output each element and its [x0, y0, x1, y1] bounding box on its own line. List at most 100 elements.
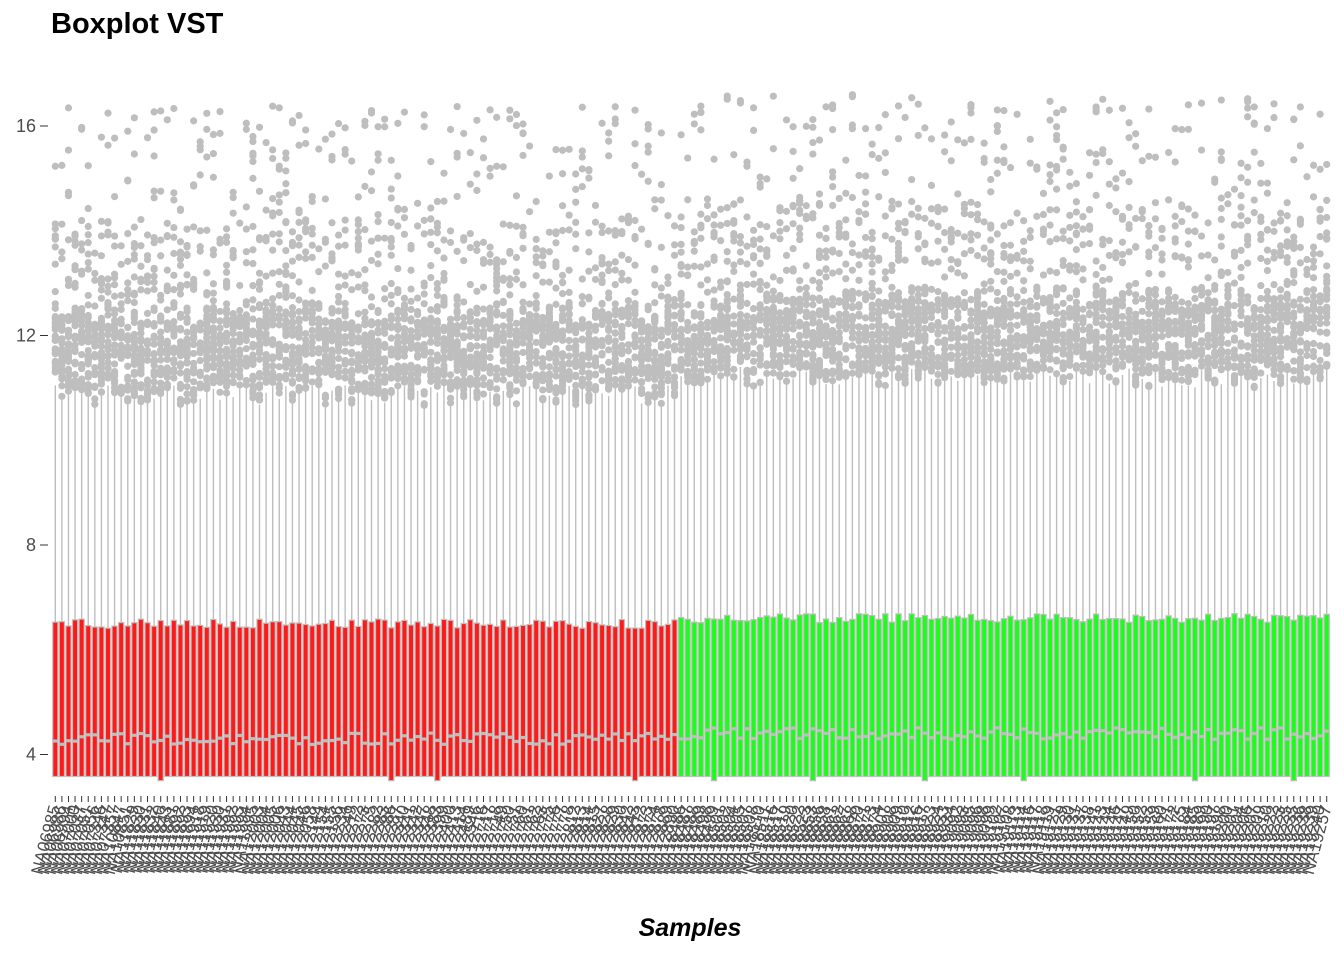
outlier-point: [78, 350, 86, 359]
outlier-point: [802, 212, 810, 220]
outlier-point: [71, 266, 79, 274]
outlier-point: [908, 287, 916, 296]
outlier-point: [1053, 303, 1061, 311]
outlier-point: [387, 300, 395, 308]
outlier-point: [624, 303, 633, 311]
outlier-point: [1020, 341, 1028, 349]
outlier-point: [670, 380, 679, 388]
outlier-point: [295, 372, 303, 381]
outlier-point: [433, 291, 441, 300]
outlier-point: [809, 310, 817, 318]
outlier-point: [460, 332, 468, 340]
outlier-point: [104, 288, 112, 296]
outlier-point: [585, 391, 593, 399]
outlier-point: [723, 257, 731, 265]
outlier-point: [269, 369, 277, 377]
outlier-point: [947, 299, 955, 307]
outlier-point: [1046, 345, 1054, 353]
outlier-point: [348, 396, 356, 405]
outlier-point: [941, 228, 949, 237]
outlier-point: [1053, 185, 1061, 193]
outlier-point: [1072, 246, 1080, 254]
outlier-point: [664, 273, 672, 281]
outlier-point: [651, 281, 659, 289]
outlier-point: [756, 235, 764, 243]
outlier-point: [288, 378, 297, 387]
outlier-point: [684, 359, 692, 368]
outlier-point: [407, 266, 415, 274]
outlier-point: [993, 348, 1001, 356]
outlier-point: [282, 262, 290, 270]
outlier-point: [460, 236, 468, 244]
outlier-point: [104, 345, 112, 353]
outlier-point: [170, 286, 178, 294]
outlier-point: [71, 283, 79, 291]
outlier-point: [262, 314, 270, 323]
outlier-point: [815, 335, 824, 343]
outlier-point: [196, 247, 204, 255]
outlier-point: [1020, 306, 1028, 314]
outlier-point: [308, 368, 316, 376]
outlier-point: [1085, 361, 1094, 370]
outlier-point: [262, 378, 270, 386]
outlier-point: [532, 235, 540, 243]
outlier-point: [97, 133, 106, 141]
outlier-point: [980, 300, 988, 308]
outlier-point: [1013, 293, 1021, 301]
outlier-point: [855, 261, 863, 269]
outlier-point: [572, 245, 580, 253]
outlier-point: [881, 111, 889, 119]
outlier-point: [973, 338, 982, 346]
outlier-point: [64, 368, 73, 376]
outlier-point: [499, 298, 507, 307]
outlier-point: [1013, 209, 1021, 217]
outlier-point: [618, 309, 626, 317]
outlier-point: [815, 284, 824, 292]
outlier-point: [677, 365, 685, 374]
outlier-point: [730, 261, 738, 269]
outlier-point: [321, 394, 329, 402]
outlier-point: [506, 354, 514, 362]
outlier-point: [209, 333, 217, 342]
outlier-point: [367, 318, 376, 326]
outlier-point: [209, 246, 217, 254]
outlier-point: [97, 320, 106, 329]
outlier-point: [526, 300, 534, 308]
outlier-point: [328, 369, 336, 377]
outlier-point: [881, 168, 889, 177]
outlier-point: [249, 356, 257, 364]
outlier-point: [446, 320, 455, 328]
outlier-point: [288, 331, 297, 339]
outlier-point: [486, 384, 494, 392]
outlier-point: [552, 372, 560, 380]
outlier-point: [446, 227, 455, 235]
outlier-point: [255, 334, 264, 342]
outlier-point: [848, 294, 856, 302]
outlier-point: [710, 364, 718, 372]
outlier-point: [275, 321, 283, 329]
outlier-point: [348, 319, 356, 327]
outlier-point: [1006, 340, 1015, 348]
outlier-point: [763, 281, 771, 289]
outlier-point: [519, 348, 527, 357]
outlier-point: [295, 253, 303, 261]
outlier-point: [815, 296, 824, 304]
outlier-point: [97, 368, 106, 377]
outlier-point: [881, 307, 889, 315]
outlier-point: [486, 106, 494, 114]
outlier-point: [743, 280, 751, 289]
outlier-point: [236, 306, 244, 315]
outlier-point: [894, 328, 903, 336]
outlier-point: [143, 231, 152, 239]
outlier-point: [631, 354, 639, 362]
outlier-point: [809, 329, 817, 337]
outlier-point: [394, 362, 402, 370]
outlier-point: [499, 311, 507, 319]
outlier-point: [690, 120, 698, 128]
outlier-point: [657, 243, 665, 251]
outlier-point: [644, 121, 652, 129]
outlier-point: [921, 344, 929, 352]
outlier-point: [657, 196, 665, 204]
outlier-point: [84, 265, 92, 273]
outlier-point: [275, 291, 283, 300]
